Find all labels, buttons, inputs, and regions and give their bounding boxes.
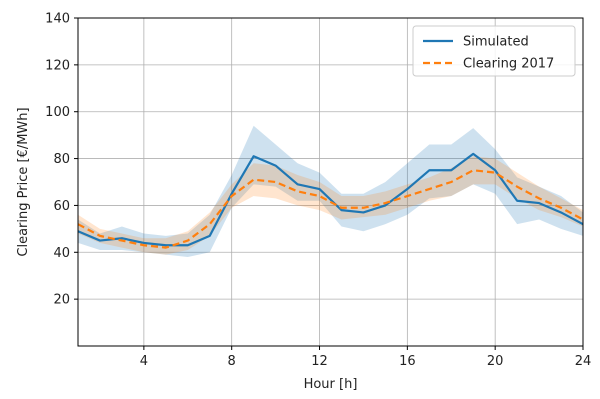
legend: Simulated Clearing 2017 <box>412 25 576 77</box>
line-clearing-2017 <box>77 169 584 249</box>
x-tick-label: 12 <box>311 354 328 369</box>
plot-frame <box>77 17 584 347</box>
x-tick-label: 24 <box>575 354 592 369</box>
y-tick-label: 20 <box>53 293 70 308</box>
y-tick-label: 40 <box>53 246 70 261</box>
legend-label-clearing-2017: Clearing 2017 <box>463 57 554 72</box>
y-tick-label: 80 <box>53 152 70 167</box>
x-axis-label: Hour [h] <box>304 377 358 392</box>
x-tick-label: 16 <box>399 354 416 369</box>
series-lines <box>77 152 584 249</box>
y-tick-label: 60 <box>53 199 70 214</box>
x-axis-ticks: 4 8 12 16 20 24 <box>140 346 592 369</box>
band-clearing-2017 <box>78 156 583 255</box>
confidence-bands <box>78 125 583 257</box>
legend-box <box>412 25 576 77</box>
y-axis-label: Clearing Price [€/MWh] <box>16 107 31 256</box>
x-tick-label: 8 <box>228 354 236 369</box>
band-simulated <box>78 125 583 257</box>
y-tick-label: 120 <box>45 58 70 73</box>
y-axis-ticks: 20 40 60 80 100 120 140 <box>45 12 78 308</box>
x-tick-label: 20 <box>487 354 504 369</box>
y-tick-label: 140 <box>45 12 70 27</box>
x-tick-label: 4 <box>140 354 148 369</box>
y-tick-label: 100 <box>45 105 70 120</box>
legend-label-simulated: Simulated <box>463 35 529 50</box>
